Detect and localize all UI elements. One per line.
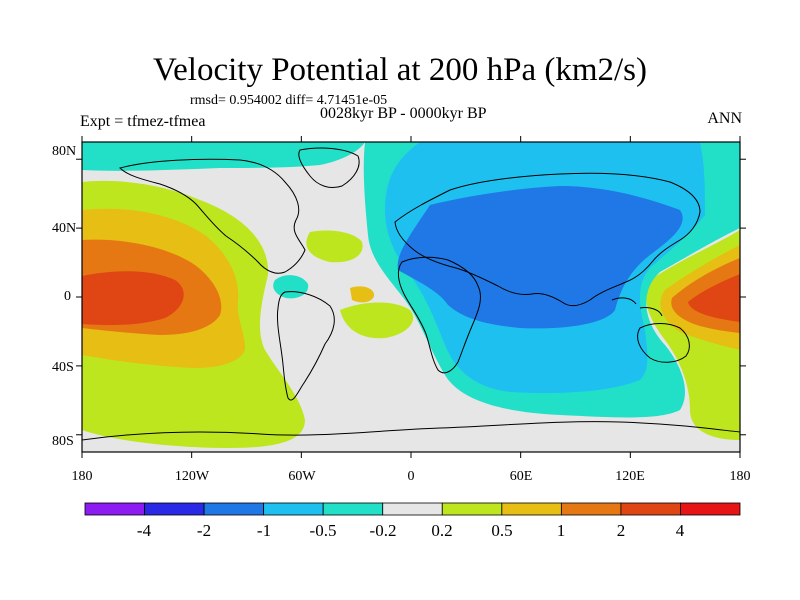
x-axis-label: 60W — [288, 469, 316, 484]
colorbar-swatch — [263, 502, 324, 516]
contour-band-safrica-0.2 — [340, 302, 414, 339]
colorbar-swatch — [203, 502, 265, 516]
x-axis-label: 60E — [509, 469, 533, 484]
colorbar-swatch — [144, 502, 205, 516]
colorbar-swatch — [441, 502, 503, 516]
stats-line: rmsd= 0.954002 diff= 4.71451e-05 — [190, 93, 388, 108]
colorbar-swatch — [560, 502, 622, 516]
colorbar-swatch — [84, 502, 145, 516]
colorbar-label: 0.2 — [431, 521, 453, 540]
colorbar-label: 0.5 — [491, 521, 513, 540]
x-axis-label: 180 — [71, 469, 93, 484]
colorbar — [84, 502, 741, 516]
colorbar-swatch — [501, 502, 562, 516]
experiment-label: Expt = tfmez-tfmea — [80, 113, 206, 130]
coastline-australia — [637, 323, 690, 363]
x-axis-label: 180 — [729, 469, 751, 484]
contour-band-atlantic-0.2 — [306, 230, 363, 263]
colorbar-label: 1 — [556, 521, 566, 540]
x-axis-label: 120E — [615, 469, 645, 484]
y-axis-label: 0 — [64, 289, 71, 304]
contour-band-arctic-neg0.5 — [82, 142, 365, 171]
colorbar-label: 2 — [616, 521, 626, 540]
coastline-antarctica — [82, 421, 740, 441]
colorbar-label: -1 — [256, 521, 272, 540]
chart-title: Velocity Potential at 200 hPa (km2/s) — [152, 52, 648, 88]
x-axis-label: 0 — [407, 469, 415, 484]
y-axis-label: 80N — [52, 144, 77, 159]
contour-band-pacific-2 — [82, 271, 184, 326]
contour-band-eurasia-neg2 — [397, 186, 683, 329]
y-axis-label: 40S — [52, 360, 74, 375]
season-label: ANN — [707, 110, 742, 127]
coastline-africa — [397, 256, 481, 374]
colorbar-swatch — [680, 502, 741, 516]
period-label: 0028kyr BP - 0000kyr BP — [320, 105, 487, 122]
colorbar-label: -2 — [196, 521, 212, 540]
y-axis-label: 80S — [52, 434, 74, 449]
colorbar-swatch — [382, 502, 443, 516]
colorbar-label: 4 — [675, 521, 685, 540]
x-axis-label: 120W — [174, 469, 210, 484]
coastline-greenland — [298, 147, 360, 189]
colorbar-swatch — [322, 502, 384, 516]
contour-field — [82, 142, 740, 452]
coastline-south-america — [277, 291, 335, 401]
contour-band-atlantic-0.5 — [350, 286, 375, 303]
coastlines — [82, 147, 740, 441]
y-axis-label: 40N — [52, 221, 77, 236]
colorbar-swatch — [620, 502, 681, 516]
coastline-indonesia — [611, 297, 663, 317]
colorbar-label: -0.2 — [369, 521, 397, 540]
coastline-eurasia — [394, 172, 701, 307]
coastline-north-america — [119, 158, 306, 274]
colorbar-label: -4 — [136, 521, 152, 540]
axis-ticks — [76, 136, 746, 458]
colorbar-label: -0.5 — [309, 521, 337, 540]
contour-band-westpac-2 — [688, 274, 740, 322]
